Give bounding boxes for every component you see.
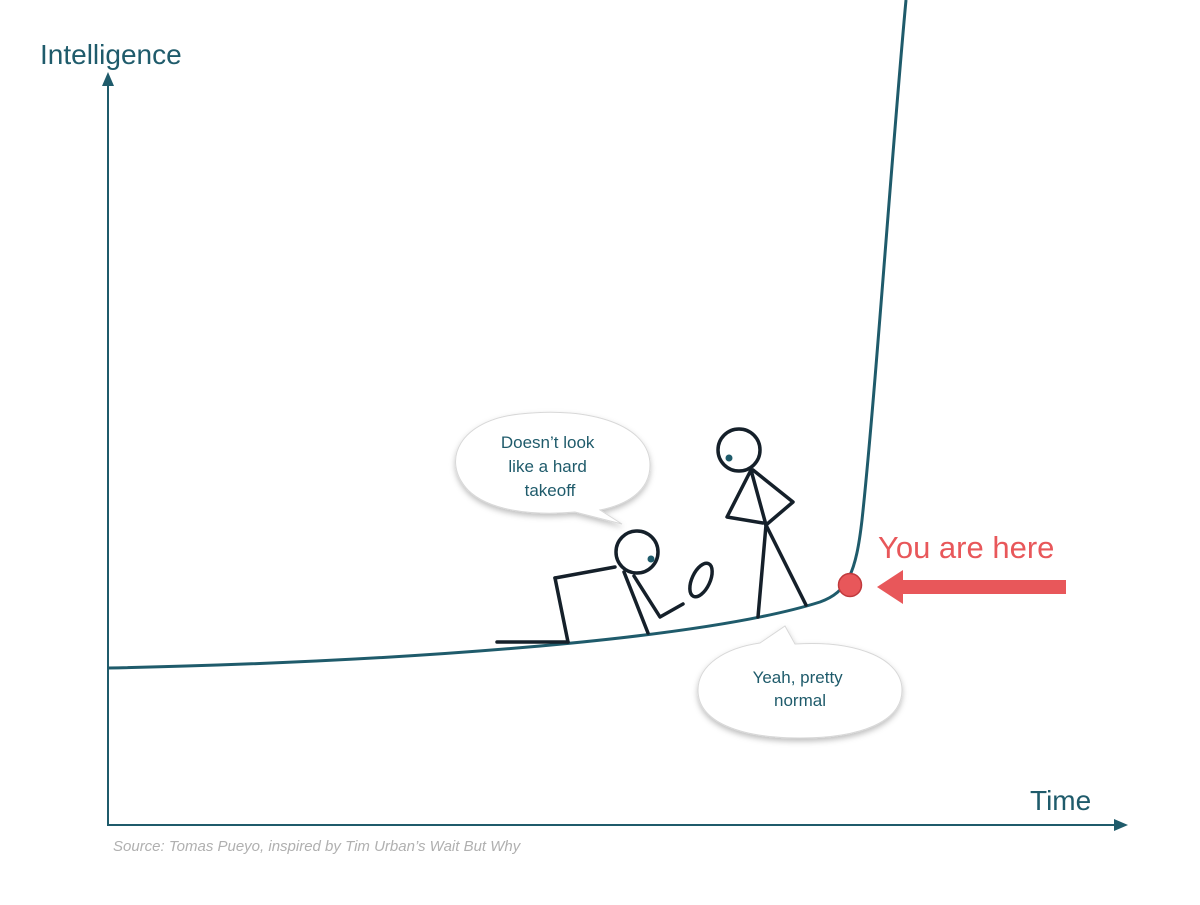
crouching-stick-figure [495,529,714,644]
speech-bubble-standing [697,625,903,739]
y-axis-arrow-icon [102,72,114,86]
y-axis-label: Intelligence [40,39,182,70]
you-are-here-marker [837,572,863,598]
speech-bubble-crouching [455,411,651,525]
speech-text-standing: Yeah, pretty normal [753,668,848,710]
eye-icon [725,454,733,462]
y-axis [102,72,114,826]
magnifying-glass-icon [688,561,714,599]
x-axis [107,819,1128,831]
x-axis-arrow-icon [1114,819,1128,831]
source-caption: Source: Tomas Pueyo, inspired by Tim Urb… [113,838,522,855]
speech-text-crouching: Doesn’t look like a hard takeoff [501,433,599,500]
eye-icon [647,555,655,563]
x-axis-label: Time [1030,785,1091,816]
standing-stick-figure [716,427,808,619]
you-are-here-label: You are here [878,530,1054,565]
you-are-here-arrow-icon [877,570,1066,604]
